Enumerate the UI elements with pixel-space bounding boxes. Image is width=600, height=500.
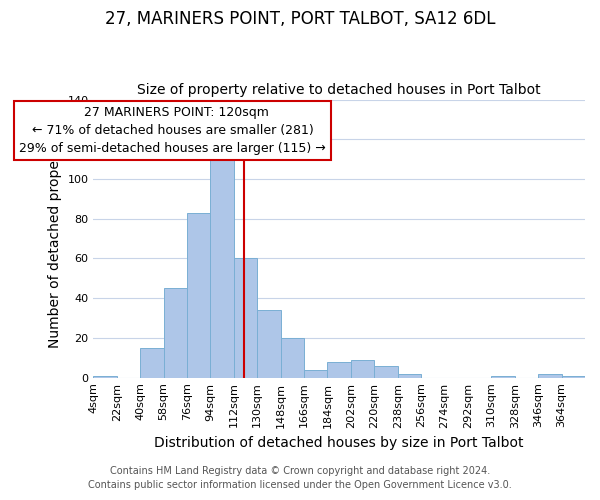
Y-axis label: Number of detached properties: Number of detached properties (48, 130, 62, 348)
Bar (164, 288, 187, 378)
Bar (562, 376, 585, 378)
Text: Contains HM Land Registry data © Crown copyright and database right 2024.
Contai: Contains HM Land Registry data © Crown c… (88, 466, 512, 490)
Bar (328, 362, 351, 378)
Bar (374, 366, 398, 378)
Bar (351, 360, 374, 378)
Bar (94, 376, 117, 378)
Bar (257, 310, 281, 378)
Bar (187, 213, 211, 378)
Bar (304, 370, 328, 378)
Bar (538, 374, 562, 378)
Bar (281, 338, 304, 378)
Title: Size of property relative to detached houses in Port Talbot: Size of property relative to detached ho… (137, 83, 541, 97)
Text: 27, MARINERS POINT, PORT TALBOT, SA12 6DL: 27, MARINERS POINT, PORT TALBOT, SA12 6D… (105, 10, 495, 28)
Bar (398, 374, 421, 378)
Bar (140, 348, 164, 378)
Bar (491, 376, 515, 378)
Bar (211, 159, 234, 378)
X-axis label: Distribution of detached houses by size in Port Talbot: Distribution of detached houses by size … (154, 436, 524, 450)
Text: 27 MARINERS POINT: 120sqm
← 71% of detached houses are smaller (281)
29% of semi: 27 MARINERS POINT: 120sqm ← 71% of detac… (19, 106, 326, 154)
Bar (234, 258, 257, 378)
